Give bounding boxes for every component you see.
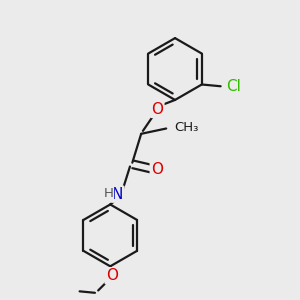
Text: O: O	[152, 102, 164, 117]
Text: CH₃: CH₃	[174, 122, 199, 134]
Text: Cl: Cl	[226, 79, 241, 94]
Text: O: O	[106, 268, 118, 283]
Text: H: H	[103, 187, 113, 200]
Text: O: O	[151, 162, 163, 177]
Text: N: N	[112, 187, 123, 202]
